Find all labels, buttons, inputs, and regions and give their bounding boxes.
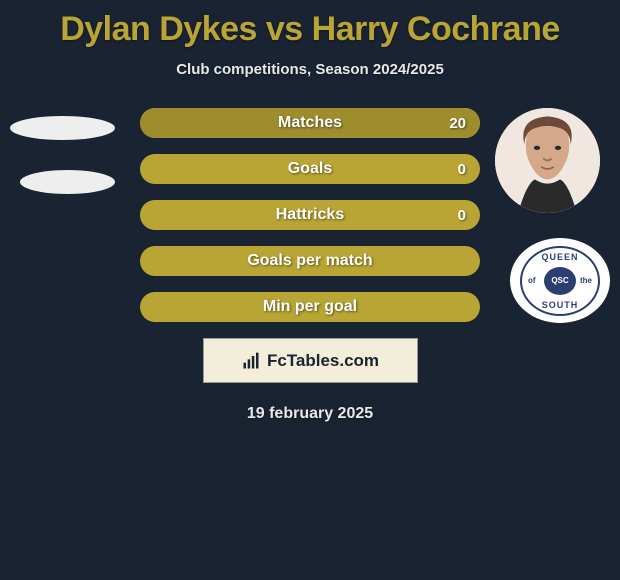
right-club-crest: QUEEN of QSC the SOUTH — [510, 238, 610, 323]
stat-bar: Goals per match — [140, 246, 480, 276]
comparison-title: Dylan Dykes vs Harry Cochrane — [0, 0, 620, 49]
stat-bar-label: Matches — [278, 114, 342, 132]
comparison-content: Matches 20 Goals 0 Hattricks 0 Goals per match… — [0, 108, 620, 322]
right-player-avatar — [495, 108, 600, 213]
comparison-subtitle: Club competitions, Season 2024/2025 — [0, 61, 620, 78]
stat-bar-right-value: 20 — [449, 115, 466, 132]
crest-center: QSC — [544, 267, 576, 295]
stat-bar: Hattricks 0 — [140, 200, 480, 230]
crest-text-right: the — [580, 276, 592, 285]
comparison-date: 19 february 2025 — [0, 405, 620, 423]
placeholder-ellipse — [20, 170, 115, 194]
stat-bar: Min per goal — [140, 292, 480, 322]
stat-bar-label: Goals per match — [247, 252, 372, 270]
stat-bar-label: Hattricks — [276, 206, 344, 224]
stat-bar: Matches 20 — [140, 108, 480, 138]
source-logo-text: FcTables.com — [267, 351, 379, 371]
stat-bars: Matches 20 Goals 0 Hattricks 0 Goals per match… — [140, 108, 480, 322]
crest-text-top: QUEEN — [541, 252, 578, 262]
crest-ring: QUEEN of QSC the SOUTH — [520, 246, 600, 316]
stat-bar: Goals 0 — [140, 154, 480, 184]
placeholder-ellipse — [10, 116, 115, 140]
crest-text-bottom: SOUTH — [542, 300, 579, 310]
stat-bar-right-value: 0 — [458, 207, 466, 224]
crest-text-left: of — [528, 276, 536, 285]
stat-bar-label: Goals — [288, 160, 332, 178]
stat-bar-right-value: 0 — [458, 161, 466, 178]
stat-bar-label: Min per goal — [263, 298, 357, 316]
chart-icon — [241, 351, 261, 371]
source-logo: FcTables.com — [203, 338, 418, 383]
left-player-placeholder — [10, 116, 115, 224]
